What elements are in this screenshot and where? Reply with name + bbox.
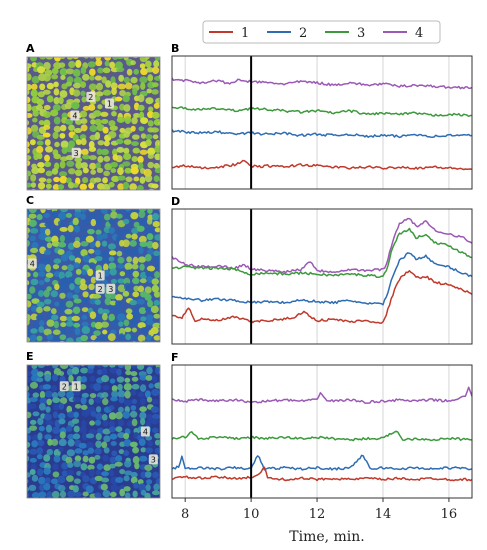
x-tick-label: 8	[181, 507, 189, 522]
legend-label: 3	[357, 26, 365, 41]
x-axis: 8 10 12 14 16	[181, 498, 457, 522]
series-line-4	[172, 77, 472, 90]
image-panel-c: C 4 1 2 3	[26, 194, 161, 343]
cell-marker	[95, 270, 105, 281]
plot-frame	[171, 55, 473, 190]
cell-label: 2	[62, 382, 67, 391]
legend-box	[202, 20, 441, 44]
series-line-3	[172, 106, 472, 118]
cell-marker	[71, 147, 81, 158]
plot-frame	[171, 208, 473, 345]
x-tick-label: 14	[375, 507, 392, 522]
cell-marker	[140, 426, 150, 437]
series-line-3	[172, 227, 472, 279]
plot-frame	[171, 364, 473, 499]
series-line-4	[172, 217, 472, 274]
x-tick-label: 12	[309, 507, 326, 522]
cell-label: 3	[74, 149, 79, 158]
trace-panel-d: D	[171, 195, 473, 345]
cell-marker	[148, 454, 158, 465]
cell-label: 3	[151, 455, 156, 464]
series-line-2	[172, 252, 472, 306]
cell-marker	[95, 283, 105, 294]
cell-label: 2	[98, 285, 103, 294]
x-tick-label: 16	[441, 507, 458, 522]
panel-letter-a: A	[26, 42, 35, 55]
cell-label: 2	[88, 93, 93, 102]
series-line-2	[172, 129, 472, 139]
cell-marker	[106, 283, 116, 294]
cell-label: 1	[98, 272, 103, 281]
legend-label: 1	[241, 26, 249, 41]
image-panel-a: A 1 2 4 3	[26, 42, 161, 191]
panel-letter-d: D	[171, 195, 180, 208]
x-axis-label: Time, min.	[289, 529, 365, 545]
series-line-3	[172, 430, 472, 442]
cell-label: 4	[72, 112, 77, 121]
cell-marker	[86, 91, 96, 102]
series-line-1	[172, 159, 472, 171]
cell-marker	[59, 381, 69, 392]
panel-letter-c: C	[26, 194, 34, 207]
panel-letter-e: E	[26, 350, 34, 363]
cell-marker	[71, 381, 81, 392]
legend-label: 2	[299, 26, 307, 41]
series-line-1	[172, 466, 472, 482]
series-line-1	[172, 270, 472, 324]
legend-label: 4	[415, 26, 423, 41]
trace-panel-b: B	[171, 42, 473, 190]
x-tick-label: 10	[243, 507, 260, 522]
series-line-2	[172, 454, 472, 471]
cell-label: 1	[107, 100, 112, 109]
cell-label: 1	[74, 382, 79, 391]
cell-label: 3	[108, 285, 113, 294]
panel-letter-f: F	[171, 351, 179, 364]
trace-panel-f: F	[171, 351, 473, 499]
series-line-4	[172, 386, 472, 404]
cell-marker	[27, 258, 37, 269]
panel-letter-b: B	[171, 42, 179, 55]
cell-marker	[104, 98, 114, 109]
cell-label: 4	[30, 260, 35, 269]
legend: 1 2 3 4	[202, 20, 441, 44]
image-panel-e: E 2 1 4 3	[26, 350, 161, 499]
cell-label: 4	[143, 428, 148, 437]
cell-marker	[70, 110, 80, 121]
